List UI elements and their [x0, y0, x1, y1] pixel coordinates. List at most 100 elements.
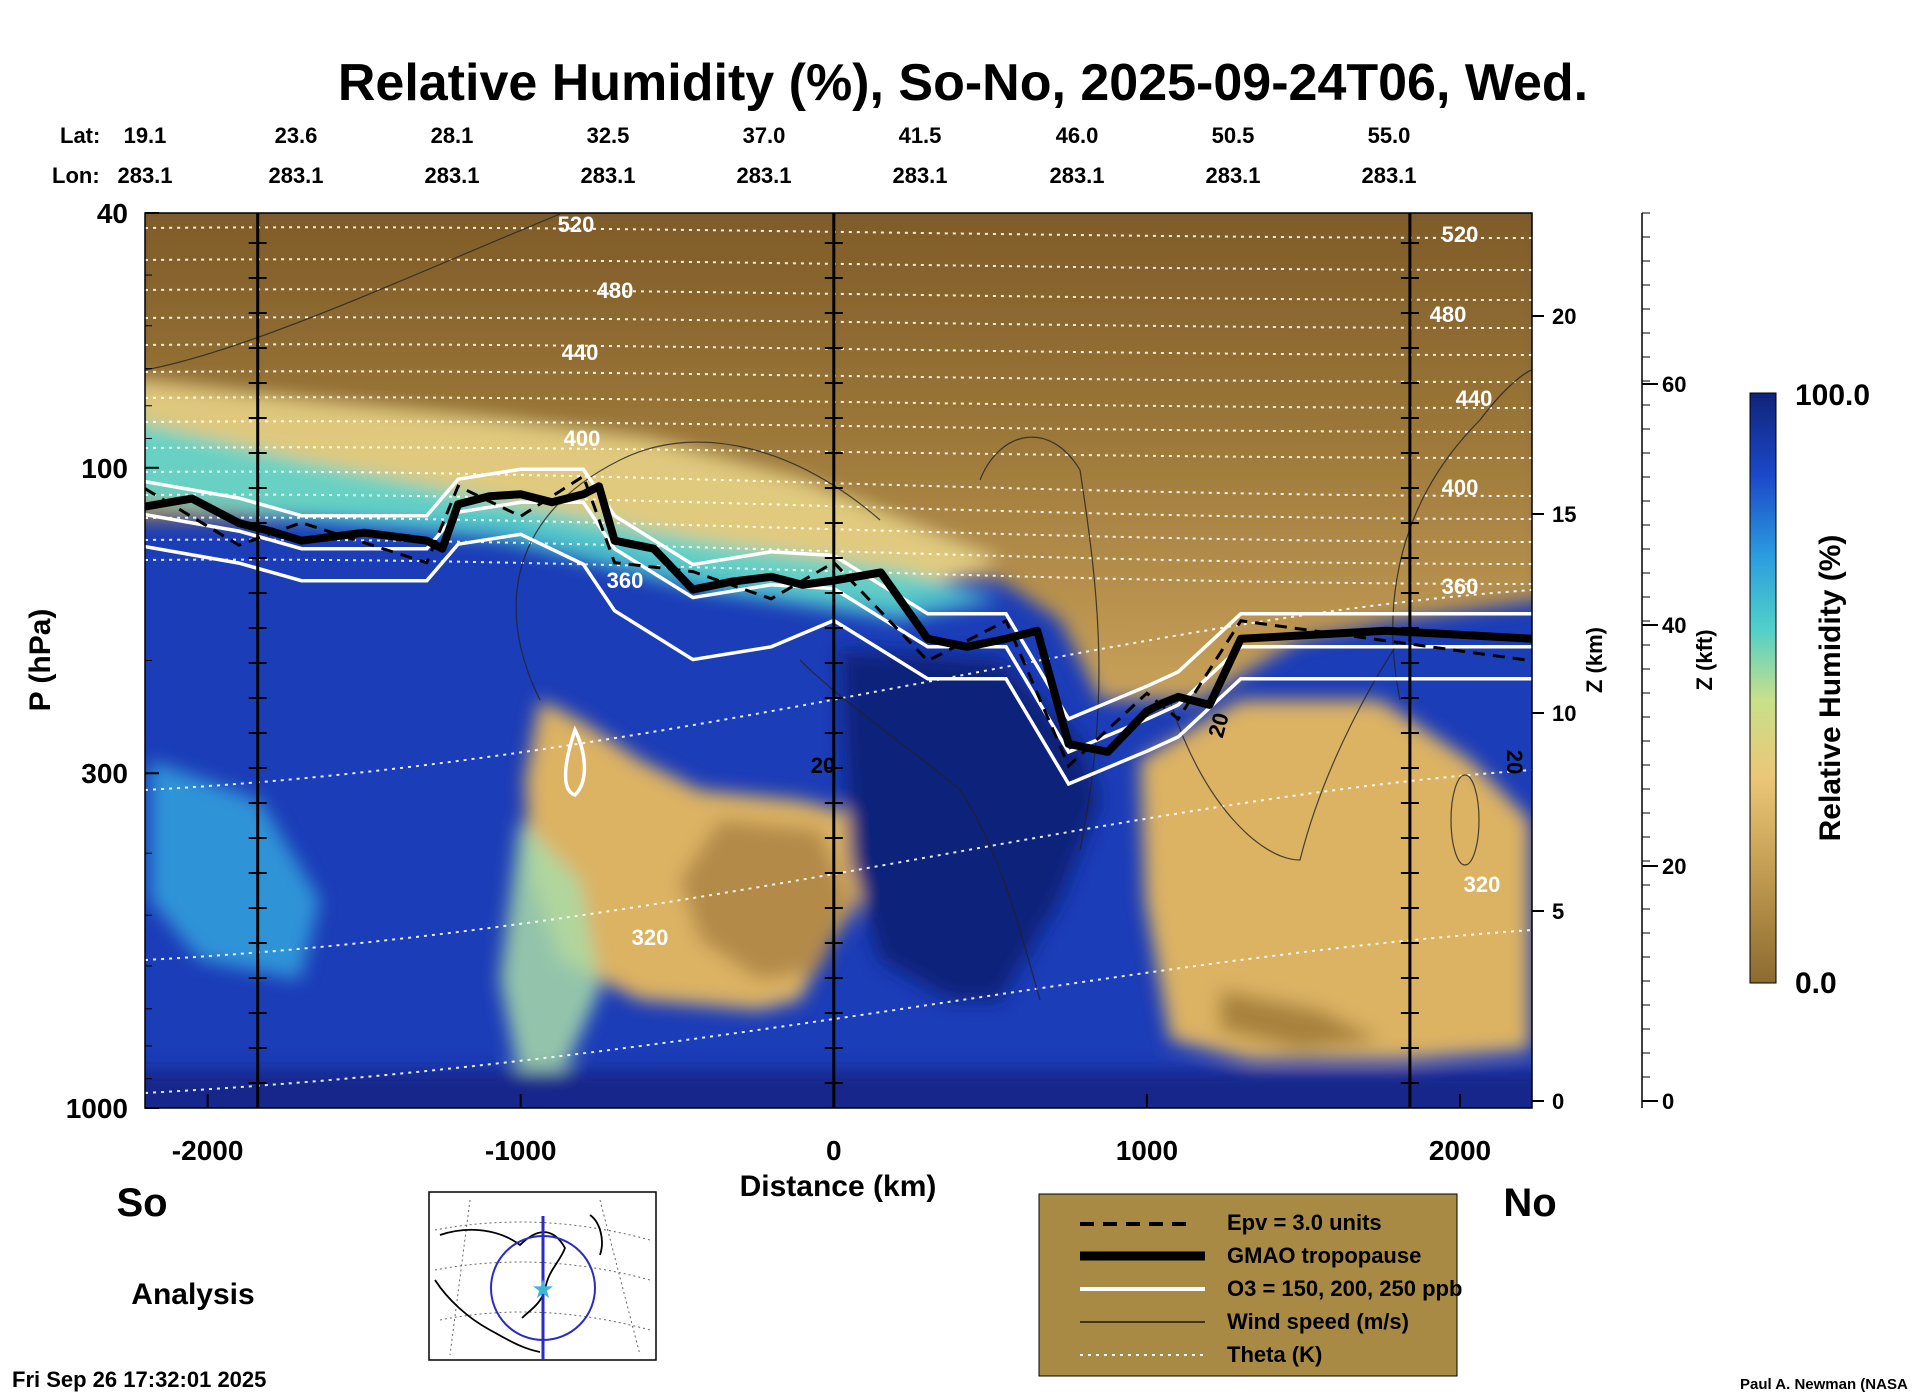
z-km-tick-label: 20 [1552, 304, 1576, 329]
ozone-contour-loop [563, 725, 587, 798]
theta-label: 400 [1442, 475, 1479, 500]
lat-value: 37.0 [743, 123, 786, 148]
lat-value: 41.5 [899, 123, 942, 148]
lon-value: 283.1 [1205, 163, 1260, 188]
theta-label: 440 [1456, 386, 1493, 411]
lon-value: 283.1 [424, 163, 479, 188]
lon-value: 283.1 [580, 163, 635, 188]
ozone-contour [145, 500, 1532, 755]
south-label: So [116, 1181, 167, 1225]
theta-line [145, 288, 1532, 301]
wind-speed-label: 20 [1502, 750, 1527, 774]
z-km-tick-label: 5 [1552, 899, 1564, 924]
x-tick-label: 0 [826, 1135, 842, 1166]
lat-value: 19.1 [124, 123, 167, 148]
theta-line-trop [145, 589, 1532, 791]
theta-line [145, 370, 1532, 383]
theta-line [145, 516, 1532, 543]
ozone-contour [145, 467, 1532, 722]
theta-line [145, 343, 1532, 356]
theta-line [145, 226, 1532, 239]
x-axis-label: Distance (km) [740, 1170, 937, 1203]
theta-line [145, 446, 1532, 459]
lat-value: 50.5 [1212, 123, 1255, 148]
z-km-tick-label: 15 [1552, 502, 1576, 527]
center-star-icon: ★ [531, 1274, 554, 1304]
legend-epv-label: Epv = 3.0 units [1227, 1210, 1382, 1235]
x-tick-label: 1000 [1116, 1135, 1178, 1166]
y-tick-label: 100 [81, 453, 128, 484]
wind-contour-center [515, 441, 881, 701]
theta-line [145, 316, 1532, 329]
graticule-line-2 [434, 1261, 651, 1281]
north-label: No [1503, 1181, 1556, 1225]
z-kft-axis: 0 20 40 60 [1641, 212, 1686, 1114]
colorbar-label: Relative Humidity (%) [1814, 535, 1847, 842]
stratosphere-dry-region [145, 213, 1532, 700]
z-kft-tick-label: 20 [1662, 854, 1686, 879]
y-tick-label: 300 [81, 758, 128, 789]
legend-wind-label: Wind speed (m/s) [1227, 1309, 1409, 1334]
x-ticks: -2000 -1000 0 1000 2000 [172, 1094, 1491, 1166]
lat-value: 55.0 [1368, 123, 1411, 148]
theta-label: 520 [558, 212, 595, 237]
z-km-tick-label: 0 [1552, 1089, 1564, 1114]
theta-label: 360 [607, 568, 644, 593]
legend-ozone-label: O3 = 150, 200, 250 ppb [1227, 1276, 1462, 1301]
theta-line [145, 470, 1532, 497]
z-kft-tick-label: 40 [1662, 613, 1686, 638]
graticule-line-1 [434, 1221, 651, 1241]
wind-speed-label: 20 [811, 753, 835, 778]
inset-map: ★ [428, 1191, 657, 1361]
y-ticks: 40 100 300 1000 [66, 198, 159, 1124]
mid-dry-core-north [1220, 990, 1380, 1050]
theta-line [145, 538, 1532, 565]
theta-line [145, 396, 1532, 409]
theta-label: 480 [597, 278, 634, 303]
lat-label: Lat: [60, 123, 100, 148]
y-axis-label: P (hPa) [24, 609, 57, 712]
z-km-label: Z (km) [1582, 627, 1607, 693]
x-tick-label: -2000 [172, 1135, 244, 1166]
y-tick-label: 1000 [66, 1093, 128, 1124]
theta-line [145, 493, 1532, 520]
wind-contour-north [1169, 639, 1401, 861]
y-tick-label: 40 [97, 198, 128, 229]
lat-lon-row: 19.1 23.6 28.1 32.5 37.0 41.5 46.0 50.5 55.0 283.… [117, 123, 1416, 188]
lon-label: Lon: [52, 163, 100, 188]
theta-line [145, 558, 1532, 585]
graticule-line-4 [449, 1199, 471, 1356]
lat-value: 46.0 [1056, 123, 1099, 148]
legend-tropopause-label: GMAO tropopause [1227, 1243, 1421, 1268]
lat-value: 23.6 [275, 123, 318, 148]
legend: Epv = 3.0 units GMAO tropopause O3 = 150… [1038, 1193, 1462, 1377]
theta-label: 400 [564, 426, 601, 451]
lon-value: 283.1 [736, 163, 791, 188]
x-tick-label: -1000 [485, 1135, 557, 1166]
ozone-contours [145, 467, 1532, 798]
lon-value: 283.1 [117, 163, 172, 188]
lat-value: 28.1 [431, 123, 474, 148]
vertical-marker-lines [248, 213, 1419, 1108]
z-kft-tick-label: 60 [1662, 372, 1686, 397]
z-km-tick-label: 10 [1552, 701, 1576, 726]
wind-contour-loop [1450, 774, 1480, 866]
map-graticule [434, 1199, 651, 1356]
colorbar-min: 0.0 [1795, 967, 1837, 1000]
colorbar [1749, 392, 1777, 984]
legend-theta-label: Theta (K) [1227, 1342, 1322, 1367]
z-kft-tick-label: 0 [1662, 1089, 1674, 1114]
theta-isentropes [145, 226, 1532, 1094]
lon-value: 283.1 [1049, 163, 1104, 188]
wind-contour-south [145, 213, 561, 371]
colorbar-max: 100.0 [1795, 379, 1870, 412]
theta-line-trop [145, 769, 1532, 961]
lon-value: 283.1 [892, 163, 947, 188]
boundary-layer [145, 1070, 1532, 1108]
theta-label: 480 [1430, 302, 1467, 327]
lat-value: 32.5 [587, 123, 630, 148]
theta-label: 360 [1442, 574, 1479, 599]
wet-column [840, 650, 1100, 1000]
mid-dry-core-center [680, 820, 850, 980]
